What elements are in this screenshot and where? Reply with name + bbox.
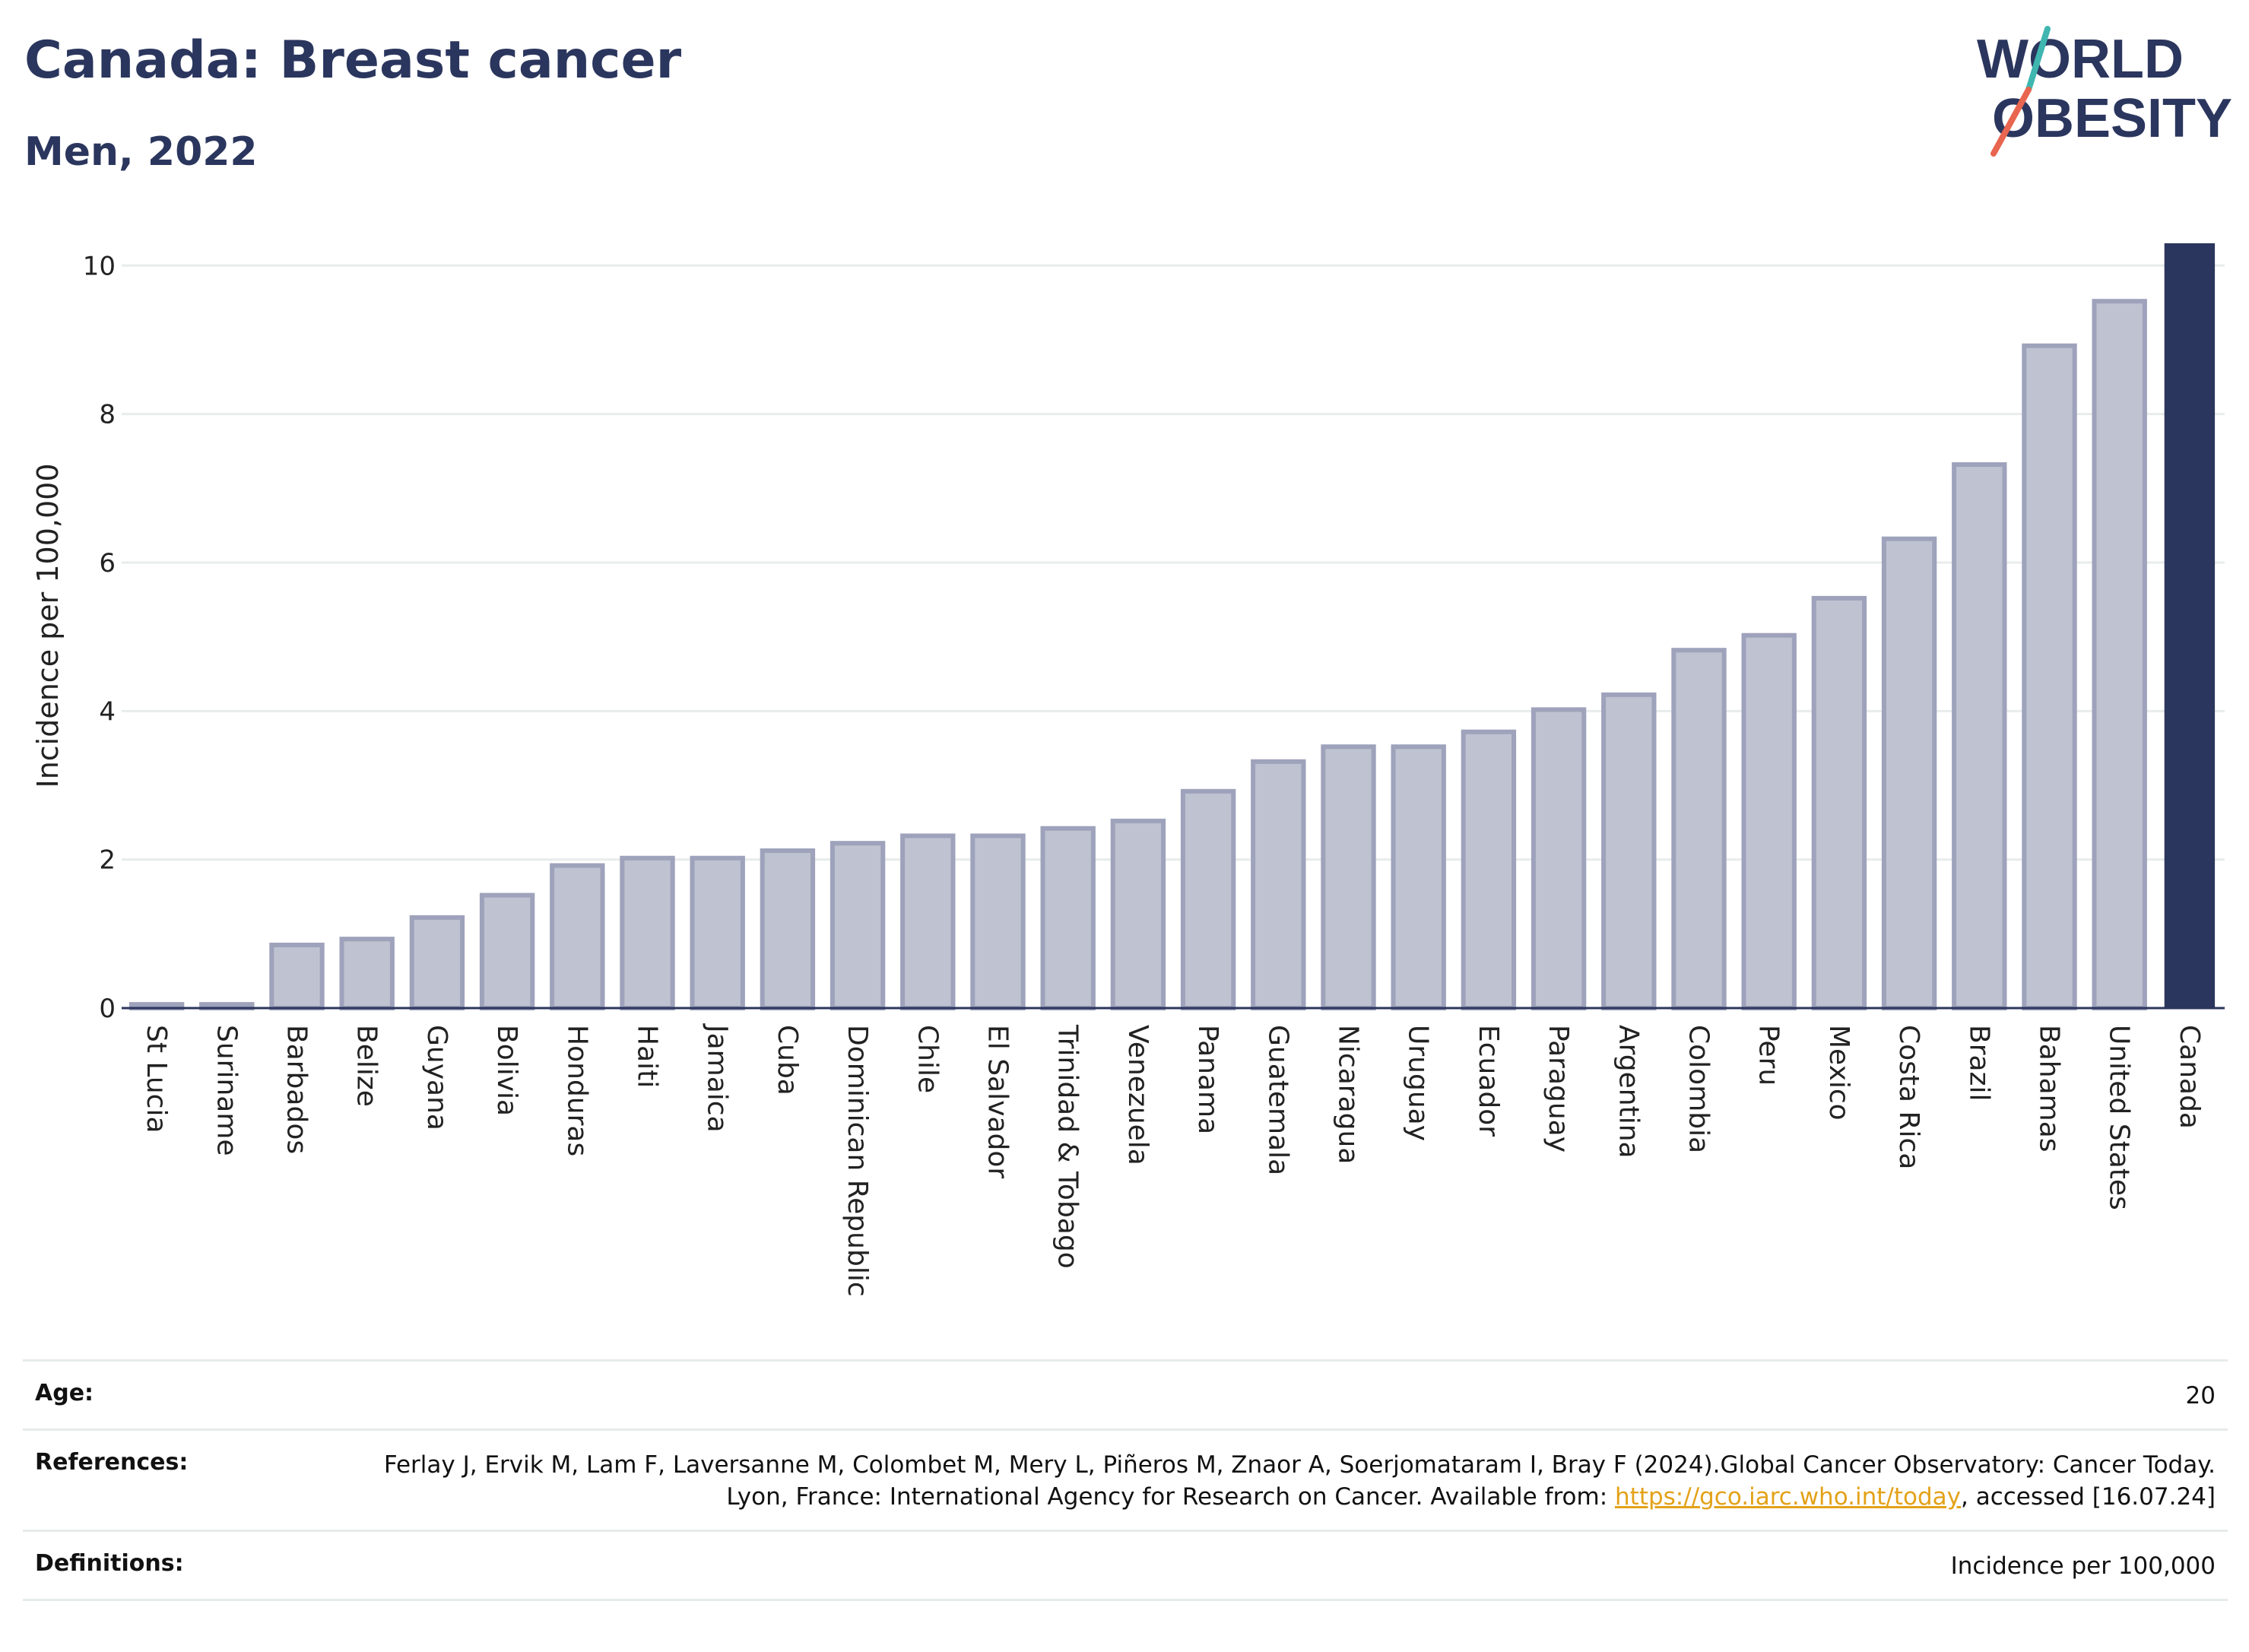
x-tick-label: Suriname <box>211 1025 242 1156</box>
definitions-value: Incidence per 100,000 <box>1950 1552 2216 1580</box>
x-tick-label: Nicaragua <box>1333 1025 1364 1164</box>
x-tick-label: Colombia <box>1683 1025 1715 1153</box>
bar-belize <box>339 937 395 1010</box>
meta-row-references: References: Ferlay J, Ervik M, Lam F, La… <box>23 1428 2228 1530</box>
x-tick-label: Honduras <box>561 1025 592 1156</box>
bar-trinidad-tobago <box>1040 826 1096 1010</box>
x-tick-label: El Salvador <box>982 1025 1013 1178</box>
meta-row-definitions: Definitions: Incidence per 100,000 <box>23 1530 2228 1601</box>
bar-dominican-republic <box>829 841 886 1011</box>
bar-haiti <box>620 855 675 1010</box>
x-tick-label: Bahamas <box>2034 1025 2065 1153</box>
x-tick-label: Jamaica <box>702 1023 733 1133</box>
bar-honduras <box>550 863 605 1010</box>
world-obesity-logo: WORLD OBESITY <box>1977 26 2232 157</box>
age-label: Age: <box>35 1380 94 1406</box>
bar-paraguay <box>1531 707 1587 1010</box>
x-tick-label: Guatemala <box>1262 1025 1293 1175</box>
references-value: Ferlay J, Ervik M, Lam F, Laversanne M, … <box>23 1431 2228 1530</box>
bar-el-salvador <box>970 833 1026 1011</box>
x-tick-label: Guyana <box>421 1025 452 1130</box>
chart-subtitle: Men, 2022 <box>24 129 258 175</box>
bar-panama <box>1180 788 1236 1010</box>
bar-nicaragua <box>1321 744 1376 1011</box>
age-value: 20 <box>2185 1382 2216 1409</box>
y-tick-label: 10 <box>83 251 116 281</box>
references-text-2: , accessed [16.07.24] <box>1960 1483 2216 1511</box>
x-tick-label: Dominican Republic <box>842 1025 873 1297</box>
references-link[interactable]: https://gco.iarc.who.int/today <box>1615 1483 1961 1511</box>
x-tick-label: Mexico <box>1823 1025 1854 1121</box>
bar-mexico <box>1811 595 1867 1010</box>
bar-brazil <box>1952 462 2007 1010</box>
bar-peru <box>1741 633 1797 1010</box>
y-tick-label: 2 <box>99 845 116 876</box>
bar-bahamas <box>2022 343 2077 1010</box>
x-tick-label: Cuba <box>772 1025 803 1096</box>
bar-united-states <box>2092 299 2147 1011</box>
x-tick-label: Paraguay <box>1543 1025 1574 1153</box>
bar-chart: 0 2 4 6 8 10 Incidence per 100,000 St Lucia Suri… <box>31 243 2225 1297</box>
logo-word-world: WORLD <box>1977 29 2184 90</box>
logo-word-obesity: OBESITY <box>1992 88 2232 149</box>
bar-ecuador <box>1461 729 1517 1010</box>
y-tick-label: 0 <box>99 994 116 1024</box>
bar-guatemala <box>1251 759 1306 1010</box>
logo-slash-teal <box>2025 26 2051 93</box>
references-label: References: <box>35 1449 189 1476</box>
y-tick-label: 4 <box>99 696 116 727</box>
meta-row-age: Age: 20 <box>23 1359 2228 1428</box>
x-tick-label: Trinidad & Tobago <box>1052 1024 1083 1269</box>
x-tick-label: Peru <box>1753 1025 1784 1086</box>
definitions-label: Definitions: <box>35 1550 184 1577</box>
metadata-table: Age: 20 References: Ferlay J, Ervik M, L… <box>23 1359 2228 1601</box>
x-tick-label: Belize <box>351 1025 382 1107</box>
x-tick-label: Ecuador <box>1473 1025 1504 1137</box>
bar-uruguay <box>1391 744 1446 1011</box>
x-tick-label: Panama <box>1192 1025 1223 1134</box>
bar-costa-rica <box>1881 536 1937 1010</box>
x-tick-label: St Lucia <box>141 1025 172 1134</box>
x-tick-label: Canada <box>2174 1025 2205 1129</box>
x-tick-label: Brazil <box>1963 1025 1994 1101</box>
bar-barbados <box>269 942 325 1011</box>
chart-title: Canada: Breast cancer <box>24 30 682 90</box>
bar-chile <box>900 833 956 1011</box>
bar-colombia <box>1671 648 1727 1010</box>
x-tick-label: Argentina <box>1613 1025 1644 1159</box>
bar-venezuela <box>1110 818 1166 1010</box>
references-text-1: Ferlay J, Ervik M, Lam F, Laversanne M, … <box>383 1451 2216 1511</box>
x-tick-label: Venezuela <box>1122 1025 1153 1165</box>
bar-guyana <box>409 915 465 1011</box>
x-tick-label: Chile <box>912 1025 943 1093</box>
bar-argentina <box>1601 692 1657 1010</box>
logo-slash-coral <box>1990 87 2032 157</box>
x-tick-label: Haiti <box>632 1025 663 1088</box>
bar-bolivia <box>479 893 535 1010</box>
y-tick-label: 6 <box>99 548 116 579</box>
x-tick-label: Barbados <box>281 1025 312 1154</box>
x-tick-label: United States <box>2104 1025 2135 1210</box>
bar-jamaica <box>690 855 745 1010</box>
x-tick-label: Costa Rica <box>1893 1025 1924 1169</box>
bar-cuba <box>760 848 816 1011</box>
bar-canada <box>2164 243 2216 1008</box>
x-tick-label: Uruguay <box>1403 1025 1434 1141</box>
y-axis-label: Incidence per 100,000 <box>31 463 65 788</box>
x-tick-label: Bolivia <box>491 1025 522 1116</box>
y-tick-label: 8 <box>99 400 116 430</box>
